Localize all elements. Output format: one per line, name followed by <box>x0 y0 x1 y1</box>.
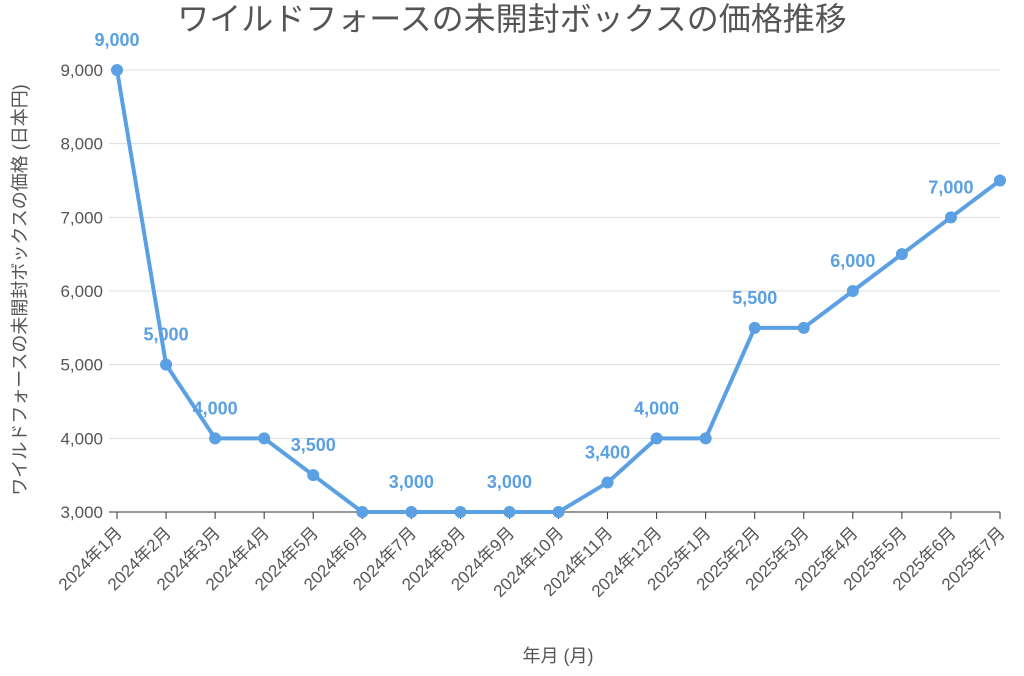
data-point <box>895 248 908 261</box>
data-point <box>356 506 369 518</box>
data-point <box>160 358 173 371</box>
y-tick-label: 7,000 <box>60 208 103 227</box>
data-point <box>846 285 859 297</box>
data-point <box>699 432 712 445</box>
y-tick-label: 6,000 <box>60 282 103 301</box>
data-label: 4,000 <box>193 398 238 418</box>
data-point <box>258 432 271 445</box>
data-point <box>209 432 222 445</box>
data-point <box>650 432 663 445</box>
data-label: 3,000 <box>389 472 434 492</box>
data-point <box>797 321 810 334</box>
y-tick-labels: 3,000 4,000 5,000 6,000 7,000 8,000 9,000 <box>60 61 103 522</box>
data-label: 3,500 <box>291 435 336 455</box>
data-label: 3,400 <box>585 443 630 463</box>
data-label: 7,000 <box>928 177 973 197</box>
x-tick-labels: 2024年1月2024年2月2024年3月2024年4月2024年5月2024年… <box>55 523 1009 601</box>
grid-lines <box>109 69 1001 519</box>
y-tick-label: 3,000 <box>60 503 103 522</box>
data-point <box>405 506 418 518</box>
data-points <box>111 64 1006 518</box>
y-tick-label: 9,000 <box>60 61 103 80</box>
y-tick-label: 8,000 <box>60 135 103 154</box>
data-point <box>552 506 565 518</box>
data-label: 5,000 <box>144 325 189 345</box>
y-tick-label: 4,000 <box>60 429 103 448</box>
data-label: 3,000 <box>487 472 532 492</box>
data-label: 9,000 <box>94 30 139 50</box>
data-point <box>307 469 320 482</box>
data-point <box>944 211 957 224</box>
data-labels: 9,000 5,000 4,000 3,500 3,000 3,000 3,400 4,000… <box>94 30 973 492</box>
y-tick-label: 5,000 <box>60 356 103 375</box>
data-point <box>111 64 123 76</box>
data-point <box>454 506 467 518</box>
x-axis-title: 年月 (月) <box>523 646 594 666</box>
chart-title: ワイルドフォースの未開封ボックスの価格推移 <box>177 1 846 37</box>
y-axis-title: ワイルドフォースの未開封ボックスの価格 (日本円) <box>10 84 30 496</box>
data-label: 6,000 <box>830 251 875 271</box>
data-label: 5,500 <box>732 288 777 308</box>
data-label: 4,000 <box>634 398 679 418</box>
data-point <box>748 321 761 334</box>
data-point <box>601 476 614 489</box>
data-point <box>503 506 516 518</box>
data-point <box>994 174 1006 187</box>
